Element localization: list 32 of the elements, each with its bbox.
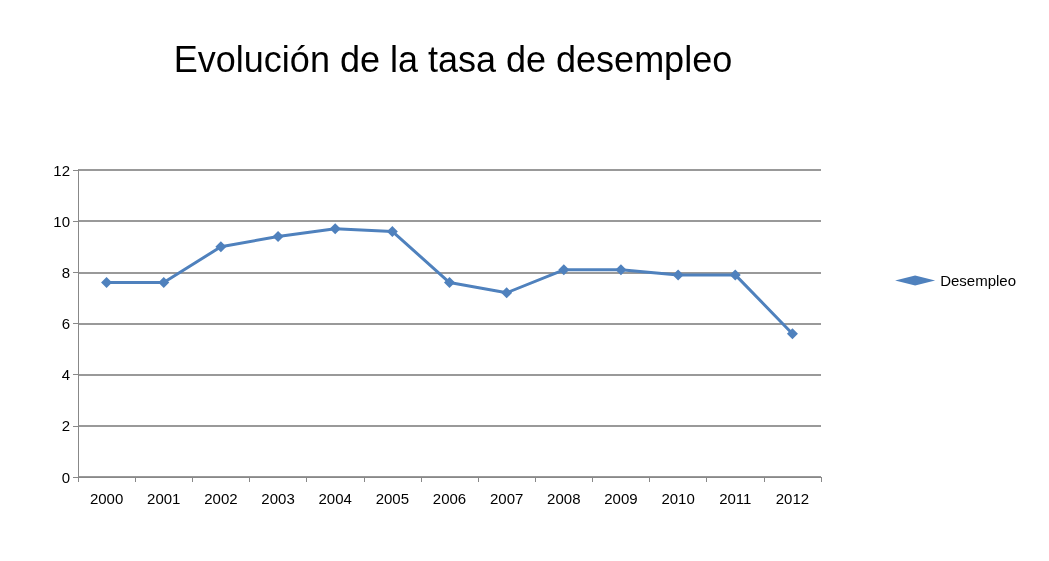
point — [615, 264, 627, 276]
x-tick-label: 2011 — [719, 490, 752, 507]
y-tick-label: 2 — [61, 417, 70, 435]
legend-label: Desempleo — [940, 272, 1016, 289]
point — [672, 269, 684, 281]
y-tick-label: 10 — [53, 212, 70, 230]
x-tick-label: 2010 — [661, 490, 695, 507]
x-tick-label: 2000 — [89, 490, 124, 507]
point — [272, 231, 284, 243]
point — [386, 225, 398, 237]
x-tick-label: 2005 — [375, 490, 410, 507]
x-tick-label: 2007 — [489, 490, 524, 507]
y-tick-label: 6 — [61, 315, 70, 332]
x-tick-label: 2012 — [775, 490, 810, 507]
x-tick-label: 2006 — [432, 490, 467, 507]
y-tick-label: 12 — [53, 161, 70, 179]
point — [444, 277, 455, 289]
y-tick-label: 4 — [61, 366, 70, 384]
x-tick-label: 2001 — [147, 490, 181, 507]
x-tick-label: 2002 — [204, 490, 238, 507]
y-tick-label: 8 — [61, 263, 70, 281]
point — [329, 223, 341, 235]
point — [501, 287, 513, 299]
point — [215, 241, 227, 253]
x-tick-label: 2003 — [261, 490, 295, 507]
x-tick-label: 2009 — [604, 490, 638, 507]
x-tick-label: 2004 — [318, 490, 352, 507]
chart-title: Evolución de la tasa de desempleo — [173, 38, 733, 80]
point — [786, 328, 798, 340]
y-tick-label: 0 — [61, 468, 70, 486]
x-tick-label: 2008 — [547, 490, 581, 507]
point — [558, 264, 570, 276]
